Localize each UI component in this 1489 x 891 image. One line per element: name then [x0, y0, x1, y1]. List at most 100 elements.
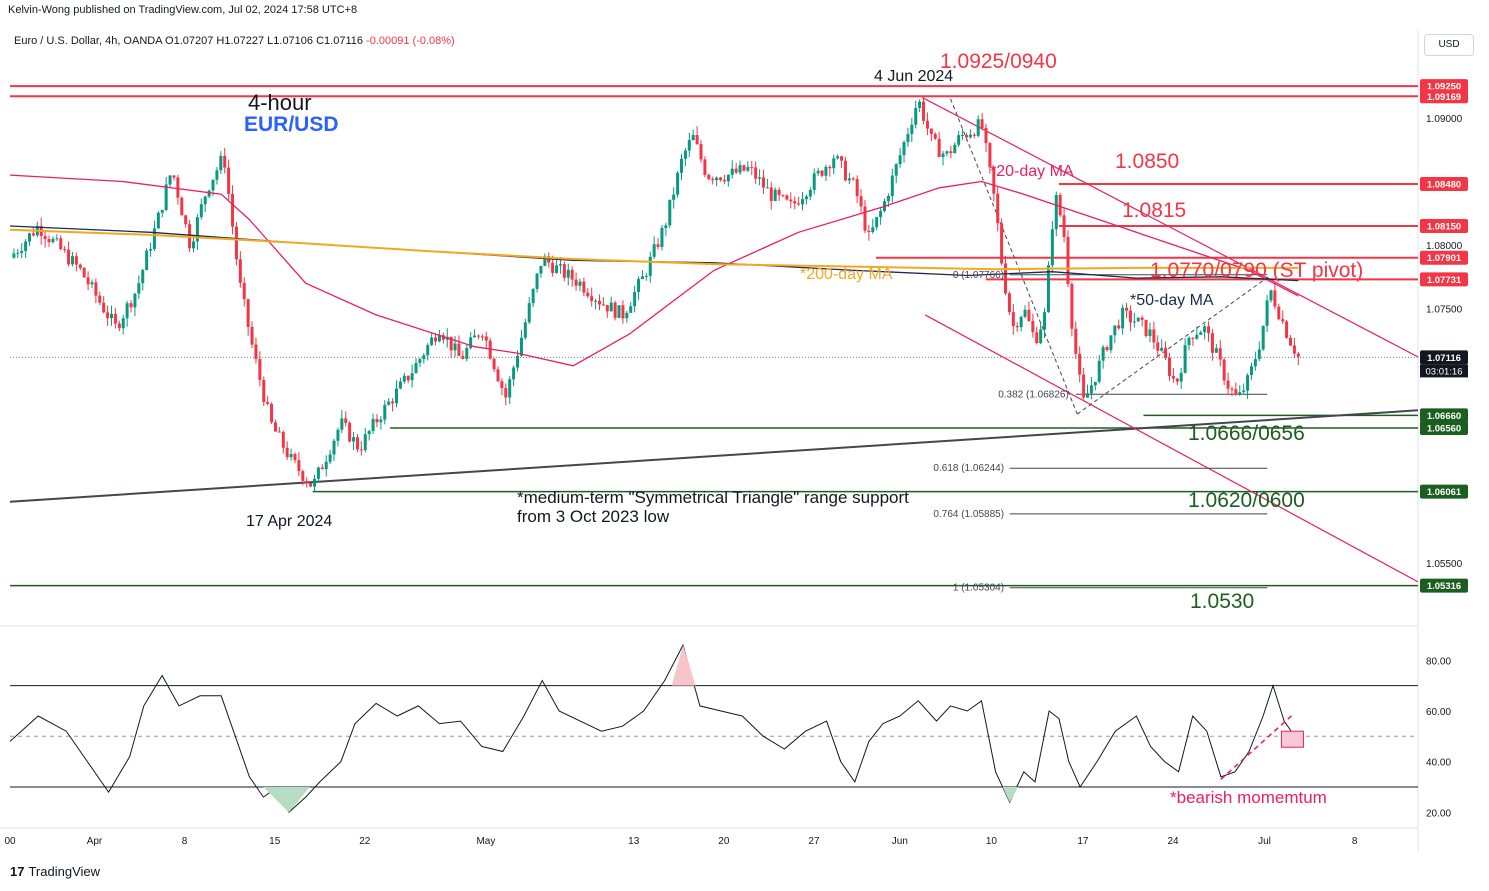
- candle-body: [578, 281, 582, 286]
- candle-body: [1222, 359, 1226, 381]
- candle-body: [512, 367, 516, 380]
- candle-body: [879, 211, 883, 218]
- time-axis-tick: 00: [4, 836, 16, 847]
- candle-body: [1265, 300, 1269, 326]
- candle-body: [984, 128, 988, 144]
- tradingview-brand[interactable]: 17 TradingView: [10, 864, 100, 879]
- candle-body: [531, 288, 535, 304]
- time-axis-tick: Jun: [892, 836, 908, 847]
- candle-body: [141, 270, 145, 284]
- candle-body: [215, 170, 219, 180]
- candle-body: [742, 165, 746, 171]
- fib-level-label: 1 (1.05304): [953, 583, 1004, 594]
- candle-body: [894, 164, 898, 176]
- candle-body: [43, 236, 47, 240]
- resistance-price-tag: 1.07901: [1427, 253, 1462, 264]
- candle-body: [164, 184, 168, 211]
- candle-body: [238, 259, 242, 283]
- rsi-overbought-fill: [671, 645, 696, 686]
- candle-body: [715, 177, 719, 181]
- resistance-price-tag-box: [1420, 218, 1468, 233]
- candle-body: [273, 422, 277, 432]
- support-price-tag-box: [1420, 408, 1468, 423]
- candle-body: [418, 359, 422, 363]
- candle-body: [1261, 325, 1265, 350]
- rsi-break-box: [1280, 730, 1304, 748]
- candle-body: [70, 256, 74, 265]
- triangle-support-trendline: [9, 409, 1419, 503]
- candle-body: [47, 239, 51, 243]
- resistance-label-1-0850: 1.0850: [1115, 150, 1179, 173]
- candle-body: [1249, 366, 1253, 376]
- candle-body: [1253, 359, 1257, 367]
- candle-body: [51, 238, 55, 243]
- candle-body: [16, 252, 20, 254]
- candle-body: [492, 358, 496, 370]
- candle-body: [340, 418, 344, 430]
- candle-body: [996, 193, 1000, 224]
- candle-body: [777, 189, 781, 196]
- candle-body: [383, 404, 387, 420]
- candle-body: [687, 140, 691, 151]
- candle-body: [652, 244, 656, 257]
- candle-body: [195, 217, 199, 242]
- candle-body: [1171, 375, 1175, 379]
- resistance-price-tag: 1.07731: [1427, 275, 1462, 286]
- candle-body: [726, 174, 730, 182]
- candle-body: [1296, 353, 1300, 357]
- rsi-axis-tick: 40.00: [1426, 758, 1451, 769]
- candle-body: [102, 302, 106, 313]
- candle-body: [910, 124, 914, 135]
- candle-body: [211, 179, 215, 191]
- time-axis-tick: 15: [269, 836, 281, 847]
- candle-body: [1277, 306, 1281, 320]
- candle-body: [1046, 265, 1050, 313]
- candle-body: [328, 454, 332, 462]
- candle-body: [82, 267, 86, 278]
- candle-body: [1234, 389, 1238, 395]
- candle-body: [316, 467, 320, 479]
- candle-body: [964, 135, 968, 138]
- resistance-price-tag-box: [1420, 272, 1468, 287]
- candle-body: [172, 175, 176, 178]
- support-price-tag: 1.06061: [1427, 487, 1462, 498]
- chart-frame: [0, 30, 1419, 852]
- candle-body: [422, 355, 426, 360]
- candle-body: [621, 305, 625, 319]
- candle-body: [63, 249, 67, 251]
- candle-body: [281, 432, 285, 448]
- candle-body: [648, 256, 652, 276]
- time-axis-tick: Jul: [1258, 836, 1271, 847]
- candle-body: [816, 170, 820, 174]
- rsi-support-trendline: [1220, 712, 1295, 780]
- candle-body: [375, 418, 379, 423]
- current-price-tag-box: [1420, 350, 1468, 365]
- candle-body: [437, 335, 441, 342]
- candle-body: [730, 168, 734, 175]
- candle-body: [227, 167, 231, 194]
- candle-body: [1203, 326, 1207, 333]
- candle-body: [270, 403, 274, 423]
- candle-body: [1121, 307, 1125, 329]
- candle-body: [129, 303, 133, 308]
- candle-body: [929, 128, 933, 134]
- candle-body: [184, 215, 188, 225]
- candle-body: [890, 175, 894, 197]
- candle-body: [414, 362, 418, 374]
- candle-body: [496, 369, 500, 382]
- time-axis-tick: 27: [808, 836, 820, 847]
- candle-body: [387, 401, 391, 405]
- candle-body: [527, 303, 531, 323]
- pivot-label: 1.0770/0790 (ST pivot): [1150, 259, 1363, 282]
- candle-body: [90, 282, 94, 285]
- candle-body: [1113, 325, 1117, 336]
- candle-body: [121, 318, 125, 329]
- candle-body: [820, 170, 824, 176]
- countdown-box: [1420, 364, 1468, 378]
- currency-button[interactable]: USD: [1424, 34, 1474, 56]
- candle-body: [1191, 337, 1195, 339]
- candle-body: [406, 375, 410, 381]
- support-price-tag: 1.06560: [1427, 424, 1461, 435]
- current-price-tag: 1.07116: [1427, 353, 1461, 364]
